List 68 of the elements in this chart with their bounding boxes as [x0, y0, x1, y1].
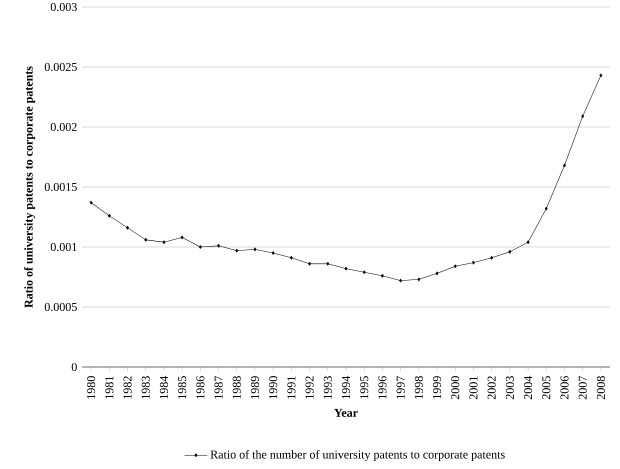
x-tick-label: 1997 — [396, 376, 405, 399]
point — [180, 236, 184, 240]
x-tick-label: 2000 — [451, 376, 460, 400]
point — [126, 226, 129, 230]
point — [417, 278, 420, 282]
point — [599, 74, 602, 78]
point — [144, 238, 148, 242]
point — [108, 214, 111, 218]
y-tick-label: 0.0025 — [44, 62, 77, 72]
x-tick-label: 2008 — [596, 376, 605, 400]
y-tick-label: 0.001 — [50, 242, 77, 252]
y-tick-label: 0 — [72, 362, 77, 372]
point — [380, 274, 384, 278]
point — [490, 256, 494, 260]
x-tick-label: 1992 — [306, 376, 314, 399]
point — [436, 272, 439, 276]
x-tick-label: 2007 — [578, 376, 587, 400]
point — [344, 266, 348, 270]
point — [544, 206, 548, 210]
legend-label: Ratio of the number of university patents to corporate patents — [210, 450, 505, 462]
point — [454, 264, 457, 268]
point — [217, 244, 220, 248]
x-tick-label: 1999 — [433, 376, 442, 399]
point — [254, 248, 256, 252]
x-tick-label: 2002 — [488, 376, 496, 400]
y-tick-label: 0.0005 — [44, 302, 77, 312]
x-tick-label: 1984 — [160, 376, 168, 399]
x-tick-label: 2001 — [469, 376, 478, 400]
point — [472, 260, 475, 264]
point — [272, 251, 275, 255]
x-tick-label: 1989 — [250, 376, 260, 399]
x-tick-label: 1987 — [214, 376, 223, 399]
point — [399, 278, 402, 282]
x-tick-label: 1981 — [105, 376, 114, 399]
point — [290, 256, 293, 260]
point — [581, 114, 584, 118]
point — [235, 248, 238, 252]
x-tick-label: 1996 — [378, 376, 386, 399]
x-tick-label: 1986 — [196, 376, 204, 399]
x-tick-label: 1995 — [360, 376, 368, 399]
x-tick-label: 1982 — [123, 376, 132, 399]
x-axis-title: Year — [334, 408, 358, 417]
point — [508, 250, 512, 254]
point — [563, 164, 566, 168]
point — [362, 270, 366, 274]
x-tick-label: 1998 — [414, 376, 423, 399]
x-tick-label: 1994 — [342, 376, 350, 399]
y-tick-label: 0.003 — [50, 2, 77, 12]
x-tick-label: 1985 — [178, 376, 186, 399]
x-tick-label: 2003 — [506, 376, 514, 400]
point — [526, 240, 530, 244]
point — [162, 240, 166, 244]
y-tick-label: 0.002 — [50, 122, 77, 132]
x-tick-label: 1993 — [324, 376, 332, 399]
x-tick-label: 1990 — [269, 376, 278, 399]
x-tick-label: 2005 — [542, 376, 550, 400]
x-tick-label: 2004 — [524, 376, 532, 400]
point — [198, 245, 202, 249]
point — [308, 262, 312, 266]
point — [90, 200, 93, 204]
point — [326, 262, 330, 266]
y-axis-title: Ratio of university patents to corporate patents — [24, 66, 36, 308]
y-tick-label: 0.0015 — [44, 182, 77, 192]
x-tick-label: 1988 — [232, 376, 241, 399]
x-tick-label: 2006 — [560, 376, 569, 400]
x-tick-label: 1991 — [287, 376, 296, 399]
x-tick-label: 1983 — [142, 376, 150, 399]
x-tick-label: 1980 — [87, 376, 96, 399]
